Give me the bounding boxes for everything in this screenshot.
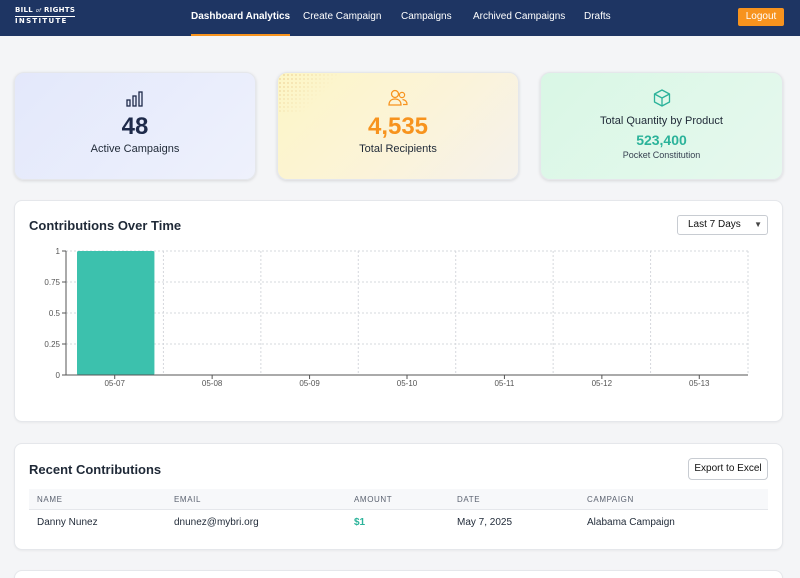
cell-name: Danny Nunez [37,517,98,528]
cell-email: dnunez@mybri.org [174,517,259,528]
total-recipients-card: 4,535 Total Recipients [277,72,519,180]
cell-amount: $1 [354,517,366,528]
top-navigation-bar [0,0,800,36]
column-header-amount: AMOUNT [354,495,393,504]
x-tick-label: 05-12 [592,379,613,387]
column-header-name: NAME [37,495,63,504]
chevron-down-icon: ▼ [754,220,762,229]
quantity-by-product-title: Total Quantity by Product [600,115,723,127]
y-tick-label: 0.25 [44,340,60,349]
date-range-select-value: Last 7 Days [688,219,741,230]
y-tick-label: 0 [56,371,61,380]
nav-dashboard-analytics[interactable]: Dashboard Analytics [191,0,291,36]
y-tick-label: 0.5 [49,309,61,318]
x-tick-label: 05-13 [689,379,710,387]
cube-icon [653,89,671,112]
total-recipients-label: Total Recipients [359,143,437,155]
active-campaigns-label: Active Campaigns [90,143,180,155]
chart-bar [77,251,155,375]
contributions-chart-title: Contributions Over Time [29,218,182,233]
users-icon [388,89,408,112]
y-tick-label: 1 [56,247,61,256]
x-tick-label: 05-10 [397,379,418,387]
active-campaigns-card: 48 Active Campaigns [14,72,256,180]
logout-button[interactable]: Logout [738,8,784,26]
export-to-excel-button[interactable]: Export to Excel [688,458,768,480]
next-panel-partial [14,570,783,578]
contributions-bar-chart: 0 0.25 0.5 0.75 1 05-07 05-08 05-09 05-10 05-11 05… [44,247,749,387]
column-header-campaign: CAMPAIGN [587,495,634,504]
nav-drafts[interactable]: Drafts [584,11,611,22]
x-tick-label: 05-08 [202,379,223,387]
total-recipients-value: 4,535 [367,113,429,140]
bar-chart-icon [126,91,144,112]
x-tick-label: 05-11 [494,379,514,387]
quantity-by-product-label: Pocket Constitution [622,150,701,160]
bill-of-rights-institute-logo[interactable]: BILL of RIGHTS INSTITUTE [15,6,76,25]
decorative-dot-pattern [278,73,348,113]
active-campaigns-value: 48 [121,113,149,140]
x-tick-label: 05-07 [104,379,125,387]
table-header-row [29,489,768,510]
quantity-by-product-value: 523,400 [636,132,687,148]
date-range-select[interactable]: Last 7 Days ▼ [677,215,768,235]
y-tick-label: 0.75 [44,278,60,287]
nav-campaigns[interactable]: Campaigns [401,11,452,22]
column-header-date: DATE [457,495,481,504]
column-header-email: EMAIL [174,495,202,504]
recent-contributions-title: Recent Contributions [29,462,162,477]
cell-date: May 7, 2025 [457,517,513,528]
cell-campaign: Alabama Campaign [587,517,675,528]
x-tick-label: 05-09 [299,379,320,387]
nav-create-campaign[interactable]: Create Campaign [303,11,382,22]
quantity-by-product-card: Total Quantity by Product 523,400 Pocket… [540,72,783,180]
nav-archived-campaigns[interactable]: Archived Campaigns [473,11,566,22]
